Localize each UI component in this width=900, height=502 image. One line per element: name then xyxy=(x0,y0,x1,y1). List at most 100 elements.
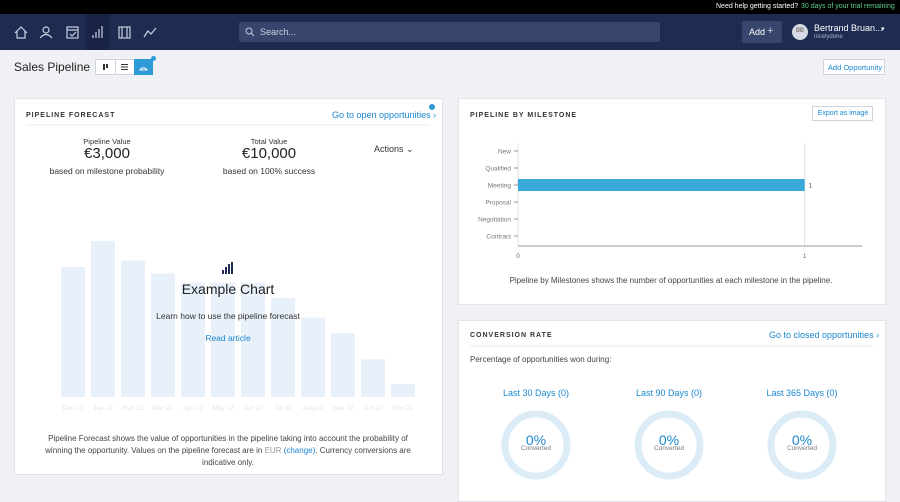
change-link[interactable]: (change) xyxy=(283,446,316,455)
x-tick-label: 1 xyxy=(803,253,807,260)
search-placeholder: Search... xyxy=(260,27,297,37)
conversion-donuts xyxy=(501,410,837,480)
bar xyxy=(181,282,205,397)
add-icon: + xyxy=(767,25,774,37)
user-name[interactable]: Bertrand Bruan... xyxy=(814,23,883,33)
period-link[interactable]: Last 90 Days (0) xyxy=(635,388,703,398)
stat-value: €3,000 xyxy=(84,145,130,162)
reports-icon[interactable] xyxy=(143,27,157,38)
bar xyxy=(121,260,145,397)
currency: EUR xyxy=(264,446,282,455)
export-button[interactable]: Export as image xyxy=(812,106,873,121)
bar xyxy=(331,333,355,397)
bar xyxy=(301,317,325,397)
notification-dot xyxy=(429,104,435,110)
board-view[interactable] xyxy=(96,60,116,74)
pipeline-icon[interactable] xyxy=(92,26,103,38)
period-link[interactable]: Last 30 Days (0) xyxy=(502,388,570,398)
search-icon xyxy=(245,27,255,37)
add-label: Add xyxy=(749,27,766,37)
dashboard-view[interactable] xyxy=(134,59,153,75)
open-opportunities-link[interactable]: Go to open opportunities › xyxy=(332,110,437,120)
bar xyxy=(271,298,295,397)
chart-icon xyxy=(222,262,233,274)
actions-dropdown[interactable]: Actions ⌄ xyxy=(374,144,414,154)
actions-label: Actions xyxy=(374,144,404,154)
conversion-note: Converted xyxy=(787,445,817,452)
view-toggle xyxy=(95,59,153,75)
bar xyxy=(61,267,85,397)
x-tick-label: Feb 22 xyxy=(123,405,144,412)
x-tick-label: Oct 22 xyxy=(363,405,383,412)
top-bar: Need help getting started? 30 days of yo… xyxy=(0,0,900,14)
contacts-icon[interactable] xyxy=(42,26,50,34)
example-chart: Dec 21 Jan 22 Feb 22 Mar 22 Apr 22 May 22 Jun … xyxy=(61,241,415,412)
nav-bar: Search... Add + BB Bertrand Bruan... ▾ n… xyxy=(0,14,900,50)
x-tick-label: Apr 22 xyxy=(183,405,203,412)
export-label: Export as image xyxy=(817,110,869,117)
x-tick-label: 0 xyxy=(516,253,520,260)
conversion-note: Converted xyxy=(654,445,684,452)
conversion-subtitle: Percentage of opportunities won during: xyxy=(470,355,612,364)
avatar[interactable]: BB xyxy=(792,24,808,40)
company-name: nicelydone xyxy=(814,34,843,40)
add-opportunity-label: Add Opportunity xyxy=(827,63,883,72)
bar xyxy=(241,282,265,397)
x-tick-label: Sep 22 xyxy=(333,405,354,412)
bar xyxy=(391,384,415,397)
bar xyxy=(151,273,175,397)
read-article-link[interactable]: Read article xyxy=(205,333,251,343)
y-tick-label: Qualified xyxy=(485,166,511,173)
search-box[interactable]: Search... xyxy=(239,22,660,42)
help-link[interactable]: Need help getting started? xyxy=(716,3,799,10)
calendar-icon[interactable] xyxy=(66,26,79,39)
trial-link[interactable]: 30 days of your trial remaining xyxy=(801,3,895,10)
milestone-caption: Pipeline by Milestones shows the number … xyxy=(509,276,833,285)
page-title: Sales Pipeline xyxy=(14,60,91,74)
bar xyxy=(91,241,115,397)
active-tab xyxy=(86,14,110,50)
stat-note: based on milestone probability xyxy=(49,166,165,176)
footer-text: Pipeline Forecast shows the value of opp… xyxy=(45,434,408,455)
overlay-title: Example Chart xyxy=(181,281,275,297)
forecast-footer: Pipeline Forecast shows the value of opp… xyxy=(36,433,420,469)
stat-note: based on 100% success xyxy=(222,166,316,176)
nav-icons xyxy=(14,14,157,50)
stat-value: €10,000 xyxy=(241,145,297,162)
y-tick-label: Proposal xyxy=(485,200,511,207)
add-opportunity-button[interactable]: Add Opportunity xyxy=(823,59,885,75)
x-tick-label: Dec 21 xyxy=(63,405,84,412)
stat-label: Total Value xyxy=(250,137,288,146)
y-tick-label: Meeting xyxy=(488,183,512,190)
panel-title: PIPELINE FORECAST xyxy=(26,112,116,119)
y-tick-label: Contract xyxy=(486,234,511,241)
period-link[interactable]: Last 365 Days (0) xyxy=(766,388,838,398)
bar xyxy=(361,359,385,397)
user-menu-caret[interactable]: ▾ xyxy=(881,26,885,33)
x-tick-label: Jul 22 xyxy=(274,405,292,412)
conversion-rate: 0% xyxy=(791,432,813,448)
avatar-initials: BB xyxy=(795,28,805,34)
home-icon[interactable] xyxy=(14,26,28,39)
overlay-text: Learn how to use the pipeline forecast xyxy=(156,311,300,321)
closed-opportunities-link[interactable]: Go to closed opportunities › xyxy=(769,330,880,340)
panel-title: PIPELINE BY MILESTONE xyxy=(470,112,578,119)
stat-label: Pipeline Value xyxy=(83,137,131,146)
x-tick-label: May 22 xyxy=(212,405,234,412)
x-tick-label: Jun 22 xyxy=(243,405,263,412)
conversion-rate: 0% xyxy=(525,432,547,448)
bar xyxy=(518,179,805,191)
x-tick-label: Aug 22 xyxy=(303,405,324,412)
milestone-panel xyxy=(458,98,886,305)
list-view[interactable] xyxy=(115,60,134,74)
charts-layer: Dec 21 Jan 22 Feb 22 Mar 22 Apr 22 May 22 Jun … xyxy=(26,104,873,480)
projects-icon[interactable] xyxy=(118,26,131,39)
y-tick-label: Negotiation xyxy=(478,217,511,224)
notification-dot xyxy=(151,56,156,61)
conversion-note: Converted xyxy=(521,445,551,452)
data-label: 1 xyxy=(809,183,813,190)
x-tick-label: Mar 22 xyxy=(153,405,174,412)
add-button[interactable]: Add + xyxy=(742,21,782,43)
x-tick-label: Jan 22 xyxy=(93,405,113,412)
